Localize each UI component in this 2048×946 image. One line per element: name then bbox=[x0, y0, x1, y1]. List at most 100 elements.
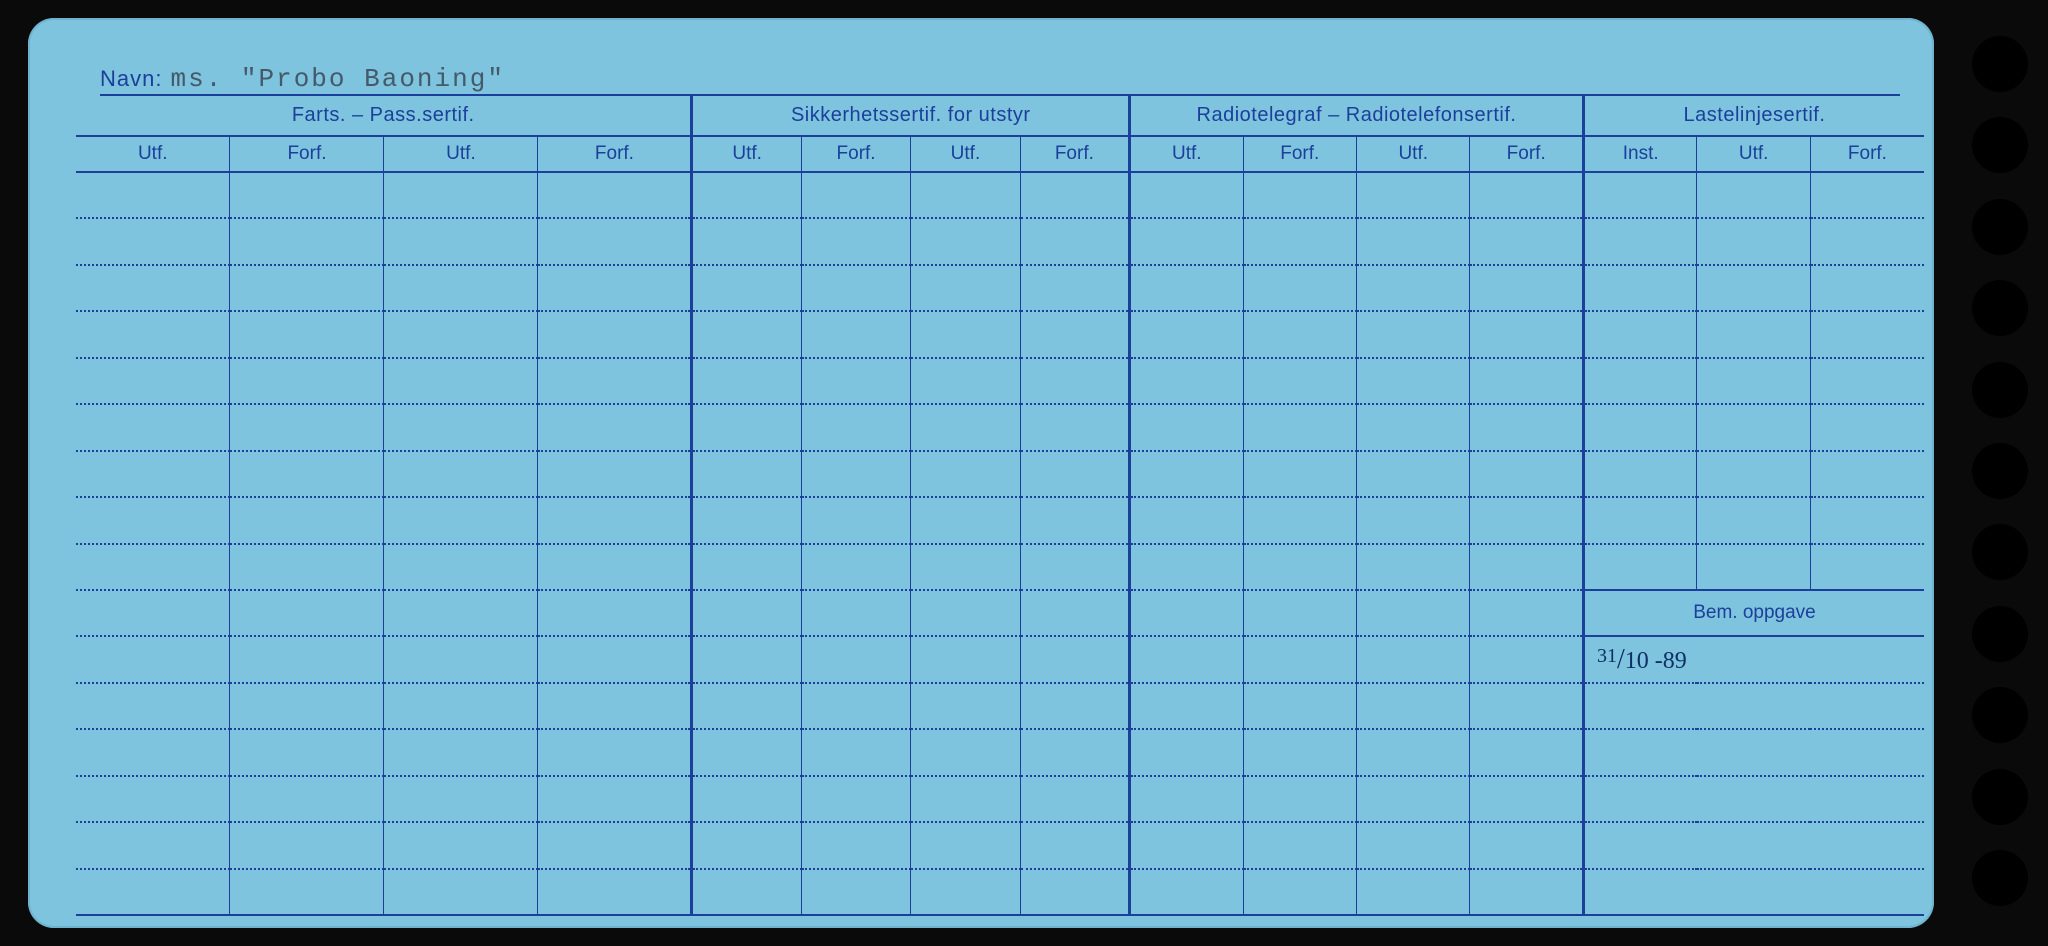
cell bbox=[1697, 172, 1810, 218]
cell bbox=[1357, 358, 1470, 404]
cell bbox=[538, 311, 692, 357]
cell bbox=[538, 218, 692, 264]
binder-hole bbox=[1972, 606, 2028, 662]
cell bbox=[1357, 822, 1470, 868]
cell bbox=[1583, 172, 1696, 218]
cell bbox=[76, 265, 230, 311]
cell bbox=[1020, 265, 1129, 311]
table-row bbox=[76, 683, 1924, 729]
cell bbox=[801, 218, 910, 264]
cell bbox=[801, 544, 910, 590]
cell bbox=[1130, 869, 1243, 915]
group-sikkerhet: Sikkerhetssertif. for utstyr bbox=[692, 96, 1130, 136]
sub: Forf. bbox=[1020, 136, 1129, 172]
cell bbox=[230, 497, 384, 543]
cell bbox=[1470, 544, 1583, 590]
cell bbox=[1470, 265, 1583, 311]
cell bbox=[1130, 683, 1243, 729]
cell bbox=[1130, 358, 1243, 404]
cell bbox=[538, 358, 692, 404]
cell bbox=[538, 265, 692, 311]
cell bbox=[1130, 172, 1243, 218]
cell bbox=[911, 636, 1020, 682]
cell bbox=[1810, 544, 1924, 590]
tbody: Bem. oppgave31/10 -89 bbox=[76, 172, 1924, 915]
cell bbox=[230, 265, 384, 311]
sub: Utf. bbox=[1130, 136, 1243, 172]
cell bbox=[1357, 590, 1470, 636]
cell bbox=[911, 729, 1020, 775]
cell bbox=[1470, 776, 1583, 822]
table-row: Bem. oppgave bbox=[76, 590, 1924, 636]
cell bbox=[538, 869, 692, 915]
cell bbox=[692, 404, 801, 450]
binder-hole bbox=[1972, 769, 2028, 825]
cell bbox=[76, 358, 230, 404]
cell bbox=[1130, 218, 1243, 264]
cell bbox=[692, 358, 801, 404]
cell bbox=[1810, 265, 1924, 311]
cell bbox=[384, 172, 538, 218]
sub: Inst. bbox=[1583, 136, 1696, 172]
cell bbox=[1243, 776, 1356, 822]
cell bbox=[1470, 358, 1583, 404]
cell bbox=[1357, 172, 1470, 218]
bem-oppgave-cell bbox=[1583, 822, 1924, 868]
cell bbox=[1243, 822, 1356, 868]
cell bbox=[384, 683, 538, 729]
cell bbox=[1470, 311, 1583, 357]
sub: Forf. bbox=[801, 136, 910, 172]
cell bbox=[801, 822, 910, 868]
cell bbox=[1130, 776, 1243, 822]
cell bbox=[76, 172, 230, 218]
cell bbox=[1697, 311, 1810, 357]
cell bbox=[1470, 590, 1583, 636]
cell bbox=[1130, 822, 1243, 868]
sub: Forf. bbox=[538, 136, 692, 172]
cell bbox=[692, 218, 801, 264]
cell bbox=[1357, 683, 1470, 729]
cell bbox=[384, 358, 538, 404]
cell bbox=[384, 311, 538, 357]
cell bbox=[801, 729, 910, 775]
bem-oppgave-cell bbox=[1583, 729, 1924, 775]
cell bbox=[76, 497, 230, 543]
binder-hole bbox=[1972, 280, 2028, 336]
cell bbox=[1470, 822, 1583, 868]
cell bbox=[911, 497, 1020, 543]
cell bbox=[911, 358, 1020, 404]
cell bbox=[384, 636, 538, 682]
cell bbox=[1020, 590, 1129, 636]
cell bbox=[1130, 265, 1243, 311]
binder-hole bbox=[1972, 687, 2028, 743]
cell bbox=[1130, 729, 1243, 775]
cell bbox=[801, 358, 910, 404]
cell bbox=[692, 636, 801, 682]
cell bbox=[911, 265, 1020, 311]
cell bbox=[76, 776, 230, 822]
cell bbox=[1583, 358, 1696, 404]
cell bbox=[1243, 218, 1356, 264]
cell bbox=[1020, 776, 1129, 822]
cell bbox=[1020, 822, 1129, 868]
table-row bbox=[76, 311, 1924, 357]
cell bbox=[76, 869, 230, 915]
cell bbox=[692, 822, 801, 868]
table-row bbox=[76, 869, 1924, 915]
table-row bbox=[76, 404, 1924, 450]
cell bbox=[1357, 636, 1470, 682]
cell bbox=[692, 544, 801, 590]
cell bbox=[1130, 636, 1243, 682]
cell bbox=[1810, 218, 1924, 264]
cell bbox=[1470, 497, 1583, 543]
table: Farts. – Pass.sertif. Sikkerhetssertif. … bbox=[76, 96, 1924, 916]
group-lastelinje: Lastelinjesertif. bbox=[1583, 96, 1924, 136]
cell bbox=[538, 451, 692, 497]
table-row bbox=[76, 172, 1924, 218]
cell bbox=[1130, 311, 1243, 357]
cell bbox=[1130, 590, 1243, 636]
cell bbox=[1357, 311, 1470, 357]
cell bbox=[1243, 729, 1356, 775]
cell bbox=[230, 544, 384, 590]
cell bbox=[911, 544, 1020, 590]
